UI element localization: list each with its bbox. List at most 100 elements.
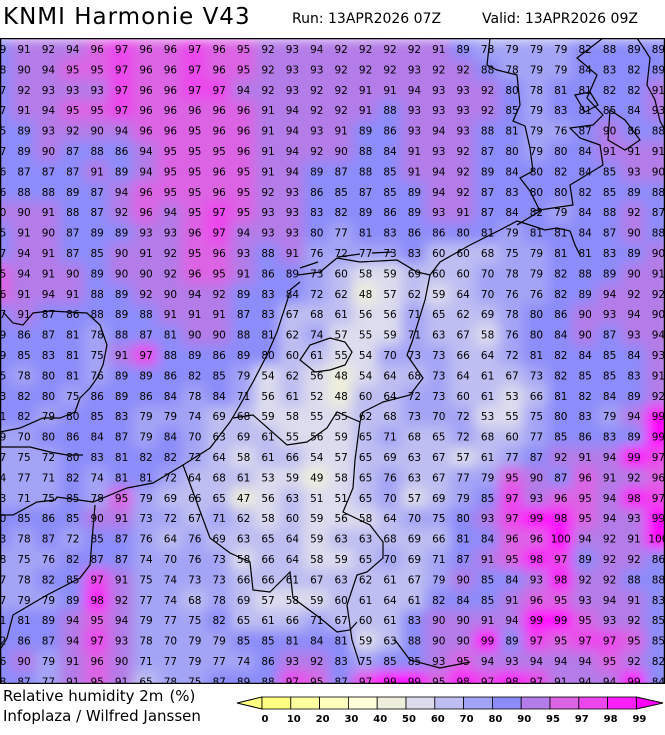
- field-cell: [108, 161, 135, 184]
- rh-value: 88: [66, 207, 79, 219]
- field-cell: [401, 100, 428, 123]
- field-cell: [132, 263, 160, 286]
- field-cell: [328, 344, 355, 368]
- field-cell: [206, 406, 233, 429]
- rh-value: 89: [139, 370, 152, 382]
- rh-value: 71: [408, 330, 421, 342]
- field-cell: [59, 202, 86, 225]
- rh-value: 76: [188, 534, 202, 546]
- field-cell: [181, 38, 208, 62]
- field-cell: [425, 38, 452, 62]
- rh-value: 79: [481, 472, 494, 484]
- rh-value: 82: [66, 554, 79, 566]
- field-cell: [132, 324, 160, 347]
- field-cell: [254, 120, 282, 143]
- field-cell: [328, 79, 355, 102]
- rh-value: 78: [139, 636, 152, 648]
- rh-value: 88: [652, 126, 665, 138]
- rh-value: 53: [505, 391, 518, 403]
- rh-value: 82: [554, 350, 567, 362]
- field-cell: [35, 283, 62, 306]
- field-cell: [596, 406, 623, 429]
- legend-swatch: [319, 696, 349, 710]
- rh-value: 88: [579, 268, 592, 280]
- rh-value: 92: [457, 166, 470, 178]
- field-cell: [157, 406, 184, 429]
- field-cell: [425, 304, 452, 327]
- rh-value: 59: [432, 289, 445, 301]
- rh-value: 71: [42, 472, 55, 484]
- rh-value: 70: [164, 554, 177, 566]
- rh-value: 97: [603, 636, 616, 648]
- field-cell: [498, 100, 526, 123]
- field-cell: [132, 528, 160, 551]
- rh-value: 59: [359, 636, 372, 648]
- field-cell: [59, 446, 86, 470]
- field-cell: [206, 181, 233, 204]
- rh-value: 92: [261, 85, 274, 97]
- rh-value: 92: [335, 85, 348, 97]
- rh-value: 95: [554, 636, 567, 648]
- field-cell: [303, 100, 330, 123]
- field-cell: [254, 487, 282, 510]
- field-cell: [474, 528, 501, 551]
- variable-unit: (%): [169, 687, 196, 705]
- field-cell: [254, 181, 282, 204]
- rh-value: 93: [115, 636, 128, 648]
- rh-value: 93: [66, 85, 79, 97]
- field-cell: [0, 242, 13, 266]
- field-cell: [547, 426, 574, 449]
- rh-value: 57: [383, 289, 396, 301]
- rh-value: 82: [335, 207, 348, 219]
- rh-value: 93: [310, 126, 323, 138]
- rh-value: 57: [335, 452, 348, 464]
- rh-value: 94: [627, 309, 641, 321]
- rh-value: 90: [42, 146, 55, 158]
- rh-value: 87: [359, 187, 372, 199]
- field-cell: [425, 385, 452, 408]
- rh-value: 95: [188, 126, 201, 138]
- rh-value: 94: [603, 452, 617, 464]
- rh-value: 93: [286, 44, 299, 56]
- rh-value: 89: [457, 44, 470, 56]
- field-cell: [474, 508, 501, 531]
- field-cell: [157, 304, 184, 327]
- field-cell: [572, 344, 599, 368]
- field-cell: [132, 222, 160, 245]
- field-cell: [157, 100, 184, 123]
- field-cell: [0, 283, 13, 306]
- rh-value: 67: [188, 513, 201, 525]
- field-cell: [450, 161, 477, 184]
- rh-value: 83: [42, 350, 55, 362]
- rh-value: 87: [66, 248, 79, 260]
- rh-value: 94: [310, 44, 324, 56]
- field-cell: [425, 202, 452, 225]
- field-cell: [450, 406, 477, 429]
- field-cell: [401, 508, 428, 531]
- field-cell: [376, 100, 404, 123]
- field-cell: [474, 59, 501, 82]
- rh-value: 88: [603, 207, 616, 219]
- field-cell: [84, 406, 111, 429]
- field-cell: [230, 38, 257, 62]
- field-cell: [181, 140, 208, 164]
- field-cell: [474, 487, 501, 510]
- field-cell: [84, 100, 111, 123]
- rh-value: 85: [66, 493, 79, 505]
- rh-value: 90: [652, 309, 665, 321]
- field-cell: [303, 385, 330, 408]
- run-time: Run: 13APR2026 07Z: [292, 11, 442, 27]
- rh-value: 92: [481, 105, 494, 117]
- rh-value: 96: [237, 146, 251, 158]
- field-cell: [376, 161, 404, 184]
- field-cell: [401, 385, 428, 408]
- field-cell: [108, 446, 135, 470]
- field-cell: [303, 426, 330, 449]
- rh-value: 85: [603, 187, 616, 199]
- rh-value: 93: [457, 126, 470, 138]
- rh-value: 81: [530, 350, 543, 362]
- field-cell: [596, 528, 623, 551]
- field-cell: [572, 59, 599, 82]
- field-cell: [59, 548, 86, 572]
- rh-value: 69: [164, 493, 177, 505]
